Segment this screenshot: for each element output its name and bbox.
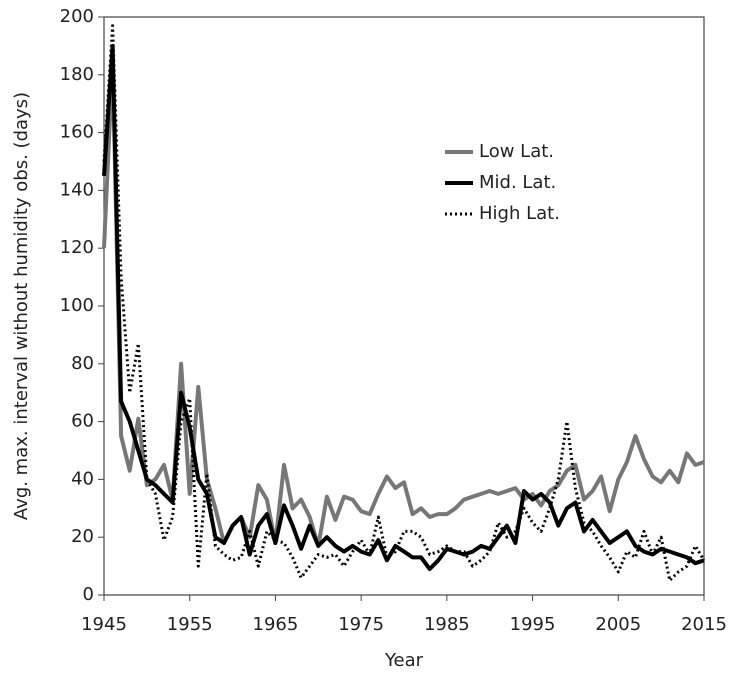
series-line	[102, 43, 705, 571]
y-tick-label: 20	[71, 526, 94, 547]
y-tick-label: 120	[60, 237, 94, 258]
y-tick-label: 200	[60, 6, 94, 27]
y-axis-label: Avg. max. interval without humidity obs.…	[11, 92, 32, 520]
legend-label: High Lat.	[479, 203, 560, 224]
y-tick-label: 180	[60, 64, 94, 85]
y-tick-label: 140	[60, 179, 94, 200]
x-tick-label: 1985	[424, 614, 470, 635]
y-tick-label: 100	[60, 295, 94, 316]
y-tick-label: 0	[83, 584, 94, 605]
legend-label: Low Lat.	[479, 141, 554, 162]
plot-frame	[103, 16, 705, 596]
y-tick-label: 40	[71, 468, 94, 489]
series-line	[102, 58, 705, 548]
y-tick-label: 80	[71, 353, 94, 374]
x-tick-label: 2005	[595, 614, 641, 635]
y-tick-label: 160	[60, 122, 94, 143]
x-tick-label: 1945	[81, 614, 127, 635]
legend-label: Mid. Lat.	[479, 172, 556, 193]
x-tick-label: 1995	[510, 614, 556, 635]
x-tick-label: 1955	[167, 614, 213, 635]
x-tick-label: 1975	[338, 614, 384, 635]
x-tick-label: 2015	[681, 614, 727, 635]
x-tick-label: 1965	[253, 614, 299, 635]
y-tick-label: 60	[71, 411, 94, 432]
x-axis-label: Year	[384, 650, 424, 671]
